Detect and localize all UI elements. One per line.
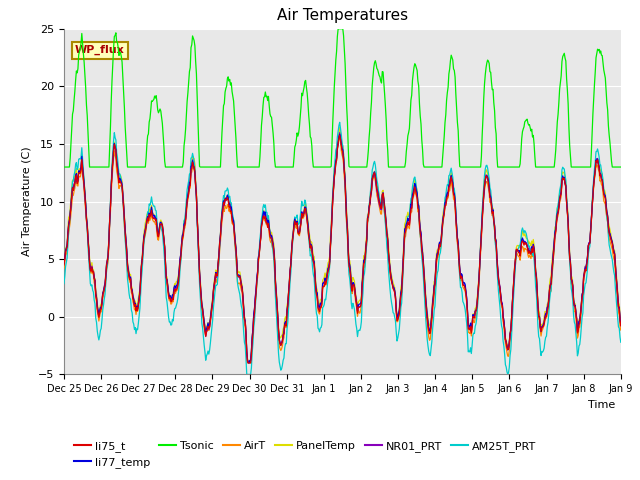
X-axis label: Time: Time <box>588 400 615 410</box>
Y-axis label: Air Temperature (C): Air Temperature (C) <box>22 147 33 256</box>
Legend: li75_t, li77_temp, Tsonic, AirT, PanelTemp, NR01_PRT, AM25T_PRT: li75_t, li77_temp, Tsonic, AirT, PanelTe… <box>70 436 541 472</box>
Title: Air Temperatures: Air Temperatures <box>277 9 408 24</box>
Text: WP_flux: WP_flux <box>75 45 125 55</box>
